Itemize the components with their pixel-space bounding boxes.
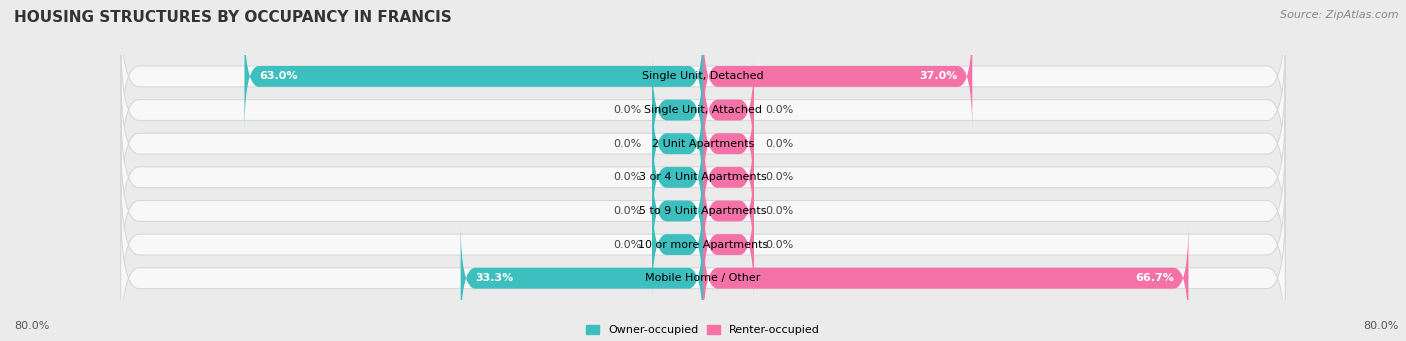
Legend: Owner-occupied, Renter-occupied: Owner-occupied, Renter-occupied	[586, 325, 820, 336]
Text: 33.3%: 33.3%	[475, 273, 513, 283]
FancyBboxPatch shape	[703, 53, 754, 167]
FancyBboxPatch shape	[652, 87, 703, 201]
Text: 0.0%: 0.0%	[613, 172, 641, 182]
Text: 0.0%: 0.0%	[613, 240, 641, 250]
Text: 2 Unit Apartments: 2 Unit Apartments	[652, 139, 754, 149]
FancyBboxPatch shape	[461, 221, 703, 335]
Text: 66.7%: 66.7%	[1135, 273, 1174, 283]
Text: 0.0%: 0.0%	[765, 240, 793, 250]
FancyBboxPatch shape	[652, 120, 703, 234]
FancyBboxPatch shape	[121, 104, 1285, 251]
Text: 0.0%: 0.0%	[765, 139, 793, 149]
Text: 80.0%: 80.0%	[14, 321, 49, 331]
FancyBboxPatch shape	[703, 120, 754, 234]
Text: 0.0%: 0.0%	[765, 206, 793, 216]
FancyBboxPatch shape	[121, 171, 1285, 318]
Text: Single Unit, Attached: Single Unit, Attached	[644, 105, 762, 115]
Text: 63.0%: 63.0%	[259, 71, 298, 81]
FancyBboxPatch shape	[652, 154, 703, 268]
Text: 0.0%: 0.0%	[613, 139, 641, 149]
FancyBboxPatch shape	[652, 53, 703, 167]
FancyBboxPatch shape	[652, 188, 703, 301]
FancyBboxPatch shape	[703, 188, 754, 301]
Text: 0.0%: 0.0%	[613, 206, 641, 216]
Text: 80.0%: 80.0%	[1364, 321, 1399, 331]
Text: 5 to 9 Unit Apartments: 5 to 9 Unit Apartments	[640, 206, 766, 216]
Text: 37.0%: 37.0%	[920, 71, 957, 81]
FancyBboxPatch shape	[245, 19, 703, 133]
Text: 0.0%: 0.0%	[613, 105, 641, 115]
Text: HOUSING STRUCTURES BY OCCUPANCY IN FRANCIS: HOUSING STRUCTURES BY OCCUPANCY IN FRANC…	[14, 10, 451, 25]
Text: 0.0%: 0.0%	[765, 172, 793, 182]
FancyBboxPatch shape	[121, 36, 1285, 184]
FancyBboxPatch shape	[121, 3, 1285, 150]
Text: Source: ZipAtlas.com: Source: ZipAtlas.com	[1281, 10, 1399, 20]
FancyBboxPatch shape	[121, 70, 1285, 217]
FancyBboxPatch shape	[703, 87, 754, 201]
FancyBboxPatch shape	[121, 137, 1285, 285]
Text: 0.0%: 0.0%	[765, 105, 793, 115]
Text: Mobile Home / Other: Mobile Home / Other	[645, 273, 761, 283]
FancyBboxPatch shape	[703, 154, 754, 268]
FancyBboxPatch shape	[703, 221, 1188, 335]
FancyBboxPatch shape	[121, 205, 1285, 341]
Text: 10 or more Apartments: 10 or more Apartments	[638, 240, 768, 250]
Text: 3 or 4 Unit Apartments: 3 or 4 Unit Apartments	[640, 172, 766, 182]
Text: Single Unit, Detached: Single Unit, Detached	[643, 71, 763, 81]
FancyBboxPatch shape	[703, 19, 973, 133]
